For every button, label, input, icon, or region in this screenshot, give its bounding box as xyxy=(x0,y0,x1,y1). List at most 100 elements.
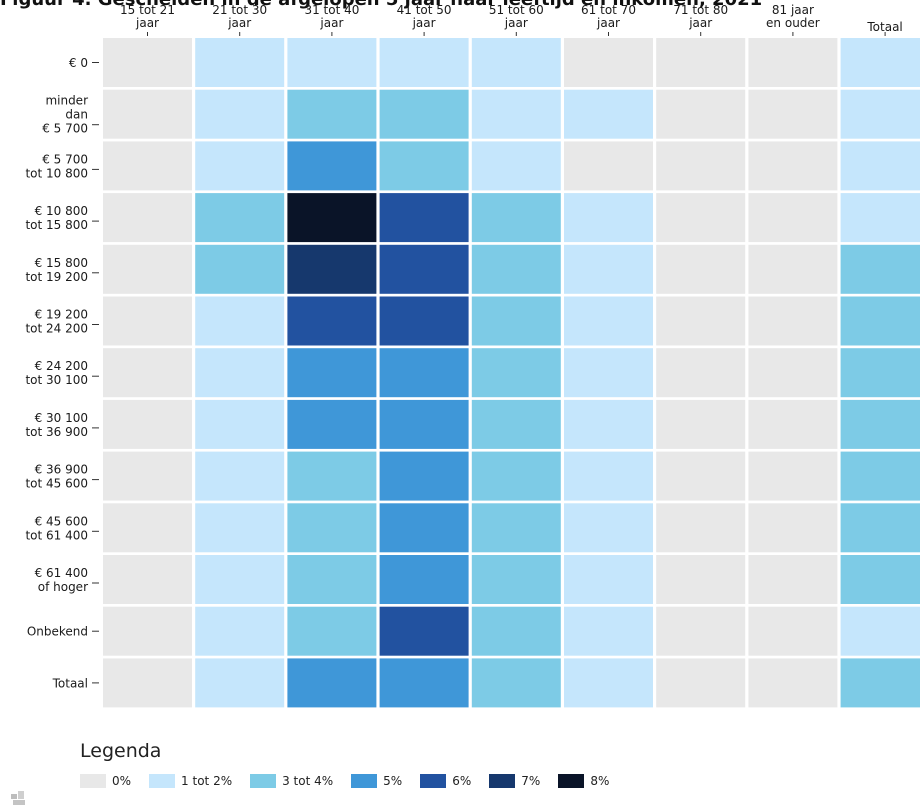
row-label-4-line-0: € 15 800 xyxy=(35,256,88,270)
heatmap-cell-r5-c6 xyxy=(656,296,746,346)
heatmap-cell-r7-c0 xyxy=(103,399,192,449)
heatmap-cell-r6-c1 xyxy=(195,348,285,398)
heatmap-cell-r5-c7 xyxy=(748,296,838,346)
column-label-7-line-0: 81 jaar xyxy=(772,3,814,17)
heatmap-cell-r11-c3 xyxy=(379,606,469,656)
column-label-1-line-1: jaar xyxy=(227,16,251,30)
heatmap-cell-r3-c4 xyxy=(471,193,561,243)
heatmap-cell-r5-c5 xyxy=(564,296,653,346)
heatmap-cell-r8-c4 xyxy=(471,451,561,501)
row-label-8-line-0: € 36 900 xyxy=(35,463,88,477)
row-label-10-line-1: of hoger xyxy=(38,580,88,594)
heatmap-cell-r11-c6 xyxy=(656,606,746,656)
heatmap-cell-r0-c3 xyxy=(379,38,469,87)
row-label-2-line-0: € 5 700 xyxy=(42,152,88,166)
heatmap-cell-r4-c2 xyxy=(287,244,377,294)
heatmap-cell-r6-c0 xyxy=(103,348,192,398)
legend-swatch-5 xyxy=(489,774,516,788)
heatmap-cell-r6-c6 xyxy=(656,348,746,398)
column-label-2-line-1: jaar xyxy=(319,16,343,30)
heatmap-cell-r6-c4 xyxy=(471,348,561,398)
row-label-10-line-0: € 61 400 xyxy=(35,566,88,580)
heatmap-cell-r6-c5 xyxy=(564,348,653,398)
heatmap-cell-r12-c7 xyxy=(748,658,838,708)
heatmap-cell-r0-c7 xyxy=(748,38,838,87)
heatmap-cell-r2-c0 xyxy=(103,141,192,191)
legend-label-5: 7% xyxy=(521,774,541,788)
heatmap-cell-r10-c0 xyxy=(103,555,192,604)
heatmap-cell-r4-c6 xyxy=(656,244,746,294)
heatmap-cell-r8-c6 xyxy=(656,451,746,501)
legend-swatch-2 xyxy=(250,774,277,788)
heatmap-cell-r0-c8 xyxy=(840,38,920,87)
heatmap-cell-r0-c1 xyxy=(195,38,285,87)
row-label-3-line-1: tot 15 800 xyxy=(25,218,88,232)
heatmap-cell-r10-c4 xyxy=(471,555,561,604)
column-label-4-line-0: 51 tot 60 xyxy=(489,3,544,17)
heatmap-cell-r6-c8 xyxy=(840,348,920,398)
heatmap-cells xyxy=(103,38,920,708)
heatmap-cell-r11-c2 xyxy=(287,606,377,656)
heatmap-cell-r1-c5 xyxy=(564,89,653,139)
heatmap-cell-r12-c4 xyxy=(471,658,561,708)
column-label-2-line-0: 31 tot 40 xyxy=(304,3,359,17)
heatmap-cell-r4-c3 xyxy=(379,244,469,294)
heatmap-cell-r9-c5 xyxy=(564,503,653,553)
legend-item-6: 8% xyxy=(558,774,609,788)
heatmap-cell-r5-c2 xyxy=(287,296,377,346)
heatmap-cell-r6-c2 xyxy=(287,348,377,398)
heatmap-cell-r0-c2 xyxy=(287,38,377,87)
heatmap-cell-r11-c5 xyxy=(564,606,653,656)
heatmap-cell-r5-c3 xyxy=(379,296,469,346)
column-label-5-line-0: 61 tot 70 xyxy=(581,3,636,17)
column-label-3-line-0: 41 tot 50 xyxy=(397,3,452,17)
row-label-1-line-2: € 5 700 xyxy=(42,122,88,136)
heatmap-cell-r11-c1 xyxy=(195,606,285,656)
heatmap-cell-r8-c2 xyxy=(287,451,377,501)
legend-label-3: 5% xyxy=(383,774,403,788)
logo-mark xyxy=(11,791,25,805)
heatmap-cell-r8-c7 xyxy=(748,451,838,501)
heatmap-cell-r2-c3 xyxy=(379,141,469,191)
column-label-1-line-0: 21 tot 30 xyxy=(212,3,267,17)
legend-label-4: 6% xyxy=(452,774,472,788)
heatmap-cell-r9-c6 xyxy=(656,503,746,553)
chart-title: Figuur 4. Gescheiden in de afgelopen 5 j… xyxy=(0,0,920,13)
row-label-6-line-1: tot 30 100 xyxy=(25,373,88,387)
heatmap-cell-r10-c1 xyxy=(195,555,285,604)
heatmap-cell-r11-c0 xyxy=(103,606,192,656)
heatmap-cell-r7-c7 xyxy=(748,399,838,449)
heatmap-cell-r10-c3 xyxy=(379,555,469,604)
heatmap-cell-r4-c7 xyxy=(748,244,838,294)
heatmap-cell-r8-c8 xyxy=(840,451,920,501)
heatmap-cell-r4-c0 xyxy=(103,244,192,294)
heatmap-cell-r6-c7 xyxy=(748,348,838,398)
heatmap-cell-r5-c1 xyxy=(195,296,285,346)
row-label-3-line-0: € 10 800 xyxy=(35,204,88,218)
heatmap-cell-r5-c8 xyxy=(840,296,920,346)
heatmap-cell-r7-c4 xyxy=(471,399,561,449)
heatmap-cell-r12-c3 xyxy=(379,658,469,708)
heatmap-cell-r0-c0 xyxy=(103,38,192,87)
heatmap-cell-r5-c4 xyxy=(471,296,561,346)
heatmap-cell-r7-c3 xyxy=(379,399,469,449)
legend-item-0: 0% xyxy=(80,774,131,788)
legend-swatch-4 xyxy=(420,774,447,788)
legend-item-4: 6% xyxy=(420,774,471,788)
row-label-8-line-1: tot 45 600 xyxy=(25,477,88,491)
legend-item-1: 1 tot 2% xyxy=(149,774,232,788)
heatmap-cell-r4-c4 xyxy=(471,244,561,294)
heatmap-cell-r12-c0 xyxy=(103,658,192,708)
heatmap-cell-r2-c7 xyxy=(748,141,838,191)
legend-label-6: 8% xyxy=(590,774,610,788)
heatmap-cell-r7-c1 xyxy=(195,399,285,449)
column-label-4-line-1: jaar xyxy=(504,16,528,30)
legend-label-1: 1 tot 2% xyxy=(181,774,233,788)
legend-label-2: 3 tot 4% xyxy=(282,774,334,788)
heatmap-cell-r3-c3 xyxy=(379,193,469,243)
heatmap-cell-r12-c8 xyxy=(840,658,920,708)
heatmap-cell-r1-c3 xyxy=(379,89,469,139)
